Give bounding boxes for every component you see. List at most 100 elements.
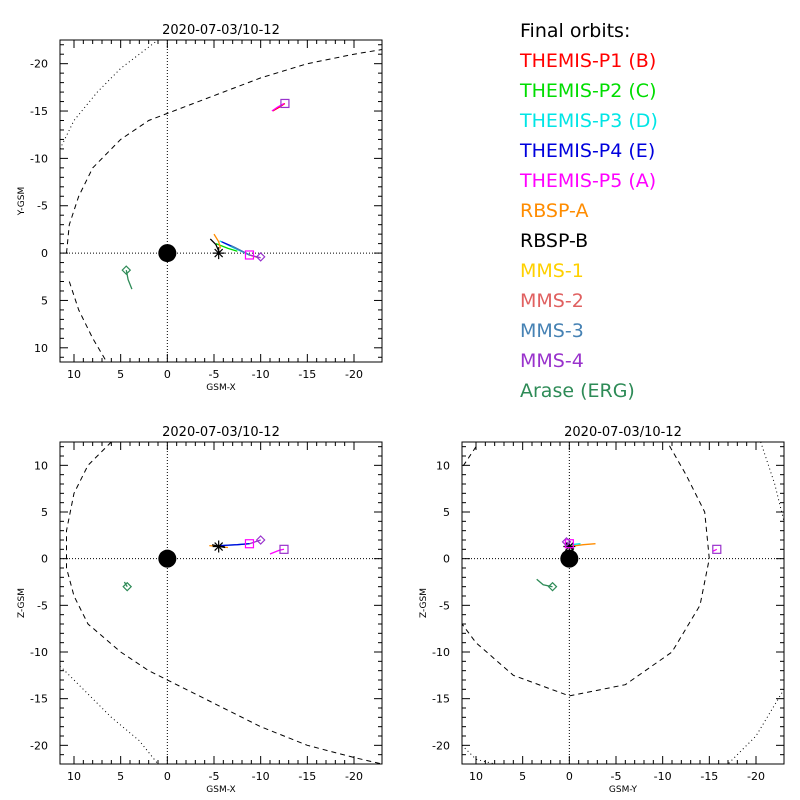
square-marker [564, 539, 574, 549]
orbit-track [269, 548, 285, 555]
bow-shock-line [60, 40, 159, 150]
y-ticks [60, 446, 382, 765]
bow-shock-line [727, 689, 784, 764]
y-tick-label: -20 [30, 739, 48, 752]
y-tick-label: 5 [41, 294, 48, 307]
legend-item: THEMIS-P3 (D) [520, 110, 658, 132]
legend-item: MMS-3 [520, 320, 584, 342]
y-ticks [60, 44, 382, 358]
y-tick-label: 5 [443, 506, 450, 519]
square-marker [244, 250, 255, 260]
star-marker [212, 247, 225, 260]
x-tick-label: 10 [67, 770, 81, 783]
x-axis-label: GSM-X [206, 785, 235, 795]
plot-frame [59, 441, 383, 765]
y-tick-label: -10 [30, 152, 48, 165]
orbit-track [230, 244, 250, 256]
plot-title: 2020-07-03/10-12 [162, 23, 280, 38]
legend-item: THEMIS-P5 (A) [520, 170, 657, 192]
y-tick-label: -20 [432, 739, 450, 752]
legend-item: MMS-1 [520, 260, 584, 282]
orbit-track [271, 102, 285, 112]
diamond-marker [255, 252, 266, 262]
x-tick-label: 5 [117, 368, 124, 381]
plot-frame [461, 441, 785, 765]
orbit-track [569, 543, 596, 548]
x-tick-label: -5 [611, 770, 622, 783]
x-axis-label: GSM-X [206, 383, 235, 393]
legend-item: THEMIS-P1 (B) [520, 50, 657, 72]
orbit-track [249, 539, 261, 545]
y-ticks [462, 446, 784, 765]
x-axis-label: GSM-Y [609, 785, 638, 795]
y-tick-label: 0 [41, 247, 48, 260]
x-tick-label: 5 [117, 770, 124, 783]
y-tick-label: -5 [37, 599, 48, 612]
magnetopause-line [66, 442, 382, 764]
x-tick-label: 10 [67, 368, 81, 381]
x-tick-label: -15 [298, 770, 316, 783]
magnetopause-line [68, 281, 108, 362]
orbit-track [712, 548, 718, 552]
plot-area [462, 442, 784, 764]
x-tick-label: 5 [519, 770, 526, 783]
x-tick-label: -15 [298, 368, 316, 381]
magnetopause-line [462, 442, 710, 697]
star-marker [563, 540, 576, 553]
x-tick-label: -20 [345, 368, 363, 381]
y-tick-label: 10 [34, 342, 48, 355]
y-axis-label: Z-GSM [419, 588, 429, 618]
x-tick-label: -15 [700, 770, 718, 783]
earth-marker [158, 244, 177, 263]
legend-item: RBSP-B [520, 230, 589, 252]
y-tick-label: 0 [41, 553, 48, 566]
earth-marker [158, 549, 177, 568]
x-tick-label: -20 [747, 770, 765, 783]
plot-frame [59, 39, 383, 363]
plot-area [60, 40, 382, 362]
y-axis-label: Y-GSM [17, 187, 27, 216]
x-tick-label: -10 [252, 368, 270, 381]
y-tick-label: 10 [34, 459, 48, 472]
x-ticks [73, 40, 355, 362]
diamond-marker [121, 265, 132, 275]
orbit-track [249, 254, 261, 259]
x-tick-label: -10 [252, 770, 270, 783]
y-tick-label: -15 [30, 693, 48, 706]
plot-title: 2020-07-03/10-12 [564, 425, 682, 440]
legend-item: THEMIS-P4 (E) [520, 140, 656, 162]
y-tick-label: -5 [37, 200, 48, 213]
y-tick-label: -10 [30, 646, 48, 659]
bow-shock-line [462, 744, 495, 764]
earth-marker [560, 549, 579, 568]
square-marker [244, 539, 255, 549]
x-tick-label: 10 [469, 770, 483, 783]
bow-shock-line [760, 442, 784, 522]
square-marker [280, 98, 290, 109]
y-axis-label: Z-GSM [17, 588, 27, 618]
plot-title: 2020-07-03/10-12 [162, 425, 280, 440]
legend-title: Final orbits: [520, 20, 631, 42]
x-ticks [73, 442, 355, 764]
x-tick-label: 0 [566, 770, 573, 783]
star-marker [212, 540, 225, 553]
diamond-marker [255, 535, 266, 545]
legend-item: RBSP-A [520, 200, 589, 222]
bow-shock-line [60, 665, 159, 764]
legend-item: Arase (ERG) [520, 380, 635, 402]
orbit-track [213, 233, 222, 249]
x-tick-label: -10 [654, 770, 672, 783]
legend-item: MMS-2 [520, 290, 584, 312]
diamond-marker [122, 581, 133, 592]
x-tick-label: 0 [164, 368, 171, 381]
x-ticks [475, 442, 757, 764]
x-tick-label: -5 [209, 770, 220, 783]
x-tick-label: 0 [164, 770, 171, 783]
y-tick-label: -15 [432, 693, 450, 706]
y-tick-label: -5 [439, 599, 450, 612]
square-marker [712, 544, 722, 554]
diamond-marker [547, 581, 558, 592]
plot-area [60, 442, 382, 764]
x-tick-label: -20 [345, 770, 363, 783]
